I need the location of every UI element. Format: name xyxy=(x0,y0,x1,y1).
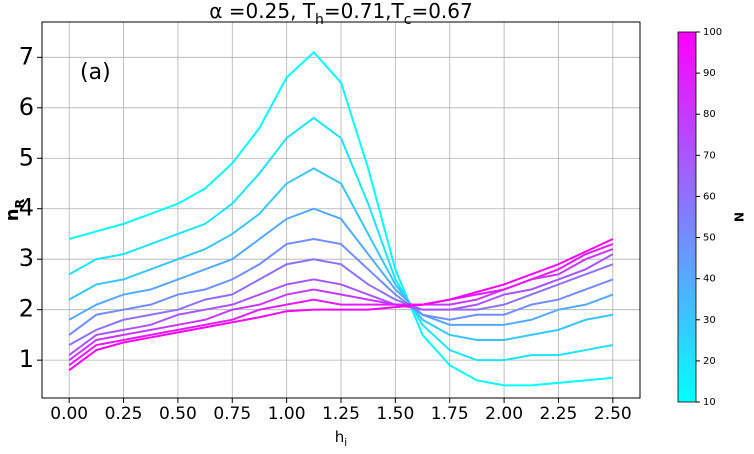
x-axis-label: hi xyxy=(335,428,347,450)
y-tick-label: 6 xyxy=(19,93,34,121)
x-tick-label: 1.75 xyxy=(431,404,469,424)
data-line xyxy=(68,238,614,336)
x-tick-label: 1.25 xyxy=(322,404,360,424)
x-tick-label: 1.00 xyxy=(268,404,306,424)
colorbar-label: N xyxy=(732,212,746,222)
colorbar-tick-label: 90 xyxy=(703,68,716,79)
colorbar-tick-label: 50 xyxy=(703,233,716,244)
x-tick-label: 1.50 xyxy=(376,404,414,424)
data-line xyxy=(68,207,614,326)
y-axis-label: nR xyxy=(2,198,27,221)
plot-frame xyxy=(41,21,641,399)
y-axis-label-part: n xyxy=(2,208,23,221)
colorbar xyxy=(677,31,697,403)
colorbar-tick-label: 40 xyxy=(703,274,716,285)
y-tick-label: 1 xyxy=(19,345,34,373)
colorbar-tick-label: 80 xyxy=(703,109,716,120)
data-line xyxy=(68,167,614,341)
data-line xyxy=(68,253,614,356)
colorbar-tick-label: 30 xyxy=(703,315,716,326)
chart-title-part: α =0.25, T xyxy=(209,0,316,23)
data-line xyxy=(68,238,614,372)
x-tick-label: 0.00 xyxy=(50,404,88,424)
chart-title-part: h xyxy=(315,12,324,28)
y-tick-label: 3 xyxy=(19,244,34,272)
y-tick-label: 5 xyxy=(19,143,34,171)
y-tick-label: 4 xyxy=(19,194,34,222)
y-axis-label-part: R xyxy=(12,198,27,208)
data-line xyxy=(68,243,614,366)
colorbar-tick-label: 70 xyxy=(703,150,716,161)
chart-title-part: =0.67 xyxy=(411,0,472,23)
x-axis-label-part: h xyxy=(335,428,345,446)
x-tick-label: 2.25 xyxy=(540,404,578,424)
data-line xyxy=(68,116,614,362)
colorbar-tick-label: 10 xyxy=(703,397,716,408)
chart-title: α =0.25, Th=0.71,Tc=0.67 xyxy=(209,0,473,28)
data-line xyxy=(68,258,614,346)
y-tick-label: 7 xyxy=(19,42,34,70)
x-tick-label: 0.25 xyxy=(105,404,143,424)
colorbar-tick-label: 60 xyxy=(703,191,716,202)
x-tick-label: 2.50 xyxy=(594,404,632,424)
x-tick-label: 2.00 xyxy=(485,404,523,424)
chart-title-part: c xyxy=(404,12,412,28)
chart-title-part: =0.71,T xyxy=(324,0,405,23)
colorbar-tick-label: 20 xyxy=(703,356,716,367)
y-tick-label: 2 xyxy=(19,295,34,323)
data-line xyxy=(68,50,613,387)
x-tick-label: 0.50 xyxy=(159,404,197,424)
colorbar-tick-label: 100 xyxy=(703,27,722,38)
x-axis-label-part: i xyxy=(344,437,347,449)
x-tick-label: 0.75 xyxy=(213,404,251,424)
annotation: (a) xyxy=(80,60,111,85)
